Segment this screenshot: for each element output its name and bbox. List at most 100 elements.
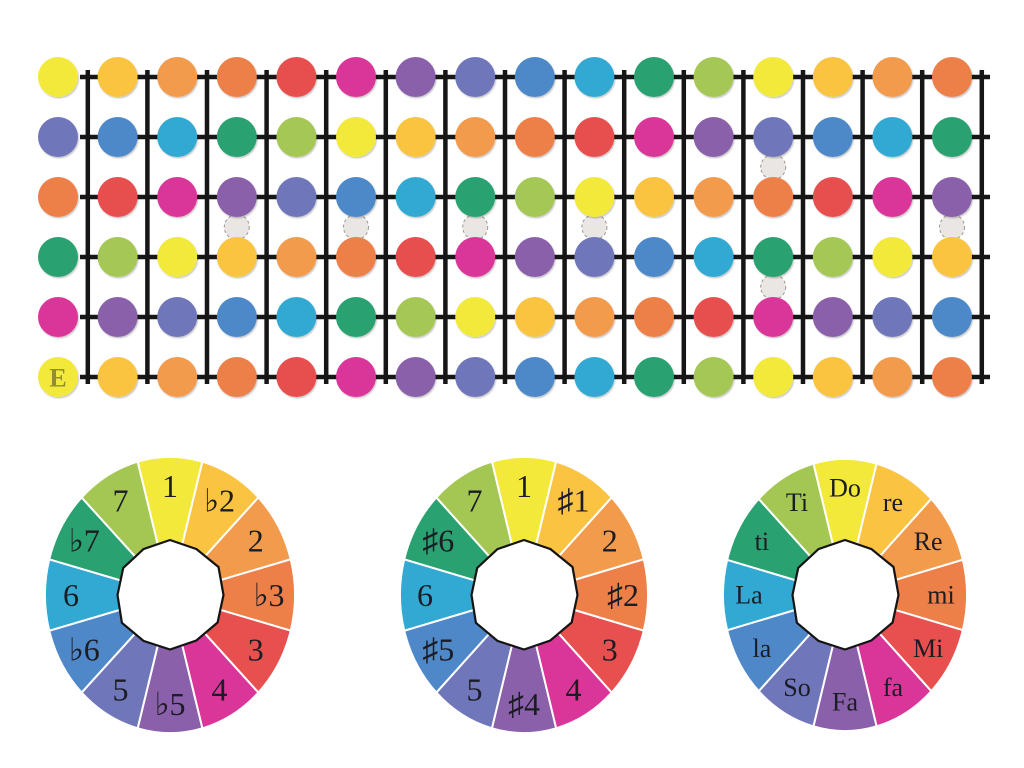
note-dot-s1-f4 (276, 57, 317, 97)
note-dot-s3-f11 (693, 177, 734, 217)
note-dot-s3-f6 (395, 177, 436, 217)
wheel-sharp-degrees-label-11: 7 (467, 483, 483, 519)
note-dot-s4-f10 (634, 237, 674, 277)
note-dot-s5-f5 (336, 297, 376, 337)
note-dot-s1-f9 (574, 57, 615, 97)
note-dot-s6-f1 (97, 357, 138, 397)
note-dot-s2-f15 (932, 117, 972, 157)
note-dot-s1-f10 (634, 57, 674, 97)
note-dot-s4-f1 (97, 237, 138, 277)
note-dot-s1-f14 (872, 57, 913, 97)
wheel-solfege-label-4: Mi (913, 634, 943, 663)
note-dot-s4-f7 (455, 237, 496, 277)
wheel-sharp-degrees-label-4: 3 (602, 632, 618, 668)
note-dot-s3-f3 (216, 177, 257, 217)
note-dot-s1-f3 (216, 57, 257, 97)
note-dot-s2-f1 (97, 117, 138, 157)
note-dot-s2-f2 (157, 117, 198, 157)
note-dot-s3-f9 (574, 177, 615, 217)
note-dot-s3-f7 (455, 177, 496, 217)
note-dot-s4-f12 (753, 237, 794, 277)
fret-inlay-marker-15 (939, 214, 965, 240)
wheel-sharp-degrees-label-2: 2 (602, 523, 618, 559)
wheel-solfege-label-1: re (883, 488, 903, 517)
wheel-flat-degrees-label-8: ♭6 (69, 632, 100, 668)
wheel-solfege-label-5: fa (883, 673, 904, 702)
wheel-flat-degrees-label-7: 5 (113, 671, 129, 707)
note-dot-s4-f14 (872, 237, 913, 277)
note-dot-s6-f2 (157, 357, 198, 397)
note-dot-s3-f4 (276, 177, 317, 217)
note-dot-s1-f5 (336, 57, 376, 97)
wheel-solfege-label-0: Do (829, 474, 861, 503)
note-dot-s2-f7 (455, 117, 496, 157)
wheel-sharp-degrees-label-0: 1 (516, 468, 532, 504)
note-dot-s5-f12 (753, 297, 794, 337)
wheel-sharp-degrees-label-6: ♯4 (508, 686, 540, 722)
wheel-flat-degrees-label-5: 4 (212, 671, 228, 707)
note-dot-s5-f10 (634, 297, 674, 337)
note-dot-s1-f2 (157, 57, 198, 97)
wheel-sharp-degrees-label-10: ♯6 (422, 523, 454, 559)
note-dot-s5-f11 (693, 297, 734, 337)
fret-inlay-marker-5 (343, 214, 369, 240)
note-dot-s3-f15 (932, 177, 972, 217)
wheel-flat-degrees-label-10: ♭7 (69, 523, 100, 559)
wheel-sharp-degrees: 1 ♯1 2 ♯2 34 ♯4 5 ♯5 6 ♯6 7 (399, 456, 649, 734)
note-dot-s2-f3 (216, 117, 257, 157)
note-dot-s3-f0 (38, 177, 78, 217)
open-string-watermark: E (49, 364, 66, 393)
wheel-solfege-label-9: La (735, 581, 763, 610)
note-dot-s5-f8 (514, 297, 555, 337)
fret-inlay-marker-9 (581, 214, 608, 240)
fret-inlay-marker-12-lower (760, 274, 787, 300)
fretboard-diagram: E (38, 57, 990, 397)
wheel-flat-degrees-label-0: 1 (162, 468, 178, 504)
note-dot-s1-f6 (395, 57, 436, 97)
wheel-flat-degrees-label-9: 6 (63, 577, 79, 613)
note-dot-s3-f1 (97, 177, 138, 217)
note-dot-s5-f15 (932, 297, 972, 337)
wheel-solfege-center-polygon (791, 538, 900, 651)
note-dot-s2-f12 (753, 117, 794, 157)
note-dot-s1-f13 (812, 57, 853, 97)
note-dot-s4-f11 (693, 237, 734, 277)
note-dot-s3-f14 (872, 177, 913, 217)
fret-inlay-marker-7 (462, 214, 489, 240)
degree-wheels: 1 ♭22♭334♭55♭66♭77 1 ♯12♯234♯45♯56♯67 Do reRe… (44, 456, 968, 734)
note-dot-s4-f4 (276, 237, 317, 277)
note-dot-s6-f14 (872, 357, 913, 397)
wheel-flat-degrees-label-11: 7 (113, 483, 129, 519)
note-dot-s1-f11 (693, 57, 734, 97)
wheel-solfege-label-2: Re (914, 527, 943, 556)
note-dot-s5-f1 (97, 297, 138, 337)
wheel-sharp-degrees-label-8: ♯5 (422, 632, 454, 668)
note-dot-s1-f8 (514, 57, 555, 97)
note-dot-s2-f14 (872, 117, 913, 157)
note-dot-s1-f15 (932, 57, 972, 97)
note-dot-s4-f6 (395, 237, 436, 277)
note-dot-s4-f3 (216, 237, 257, 277)
wheel-sharp-degrees-label-3: ♯2 (607, 577, 639, 613)
wheel-flat-degrees: 1 ♭2 2 ♭3 34 ♭5 5 ♭6 6 ♭7 7 (44, 456, 296, 734)
note-dot-s5-f13 (812, 297, 853, 337)
note-dot-s5-f7 (455, 297, 496, 337)
note-dot-s6-f8 (514, 357, 555, 397)
note-dot-s2-f13 (812, 117, 853, 157)
note-dot-s2-f5 (336, 117, 376, 157)
note-dot-s3-f5 (336, 177, 376, 217)
wheel-solfege-label-11: Ti (786, 488, 808, 517)
note-dot-s6-f5 (336, 357, 376, 397)
note-dot-s4-f8 (514, 237, 555, 277)
note-dot-s6-f10 (634, 357, 674, 397)
note-dot-s5-f4 (276, 297, 317, 337)
note-dot-s3-f12 (753, 177, 794, 217)
note-dot-s6-f0 (38, 357, 78, 397)
note-dot-s1-f12 (753, 57, 794, 97)
note-dot-s3-f13 (812, 177, 853, 217)
note-dot-s6-f3 (216, 357, 257, 397)
wheel-flat-degrees-label-1: ♭2 (204, 483, 235, 519)
wheel-flat-degrees-label-4: 3 (248, 632, 264, 668)
